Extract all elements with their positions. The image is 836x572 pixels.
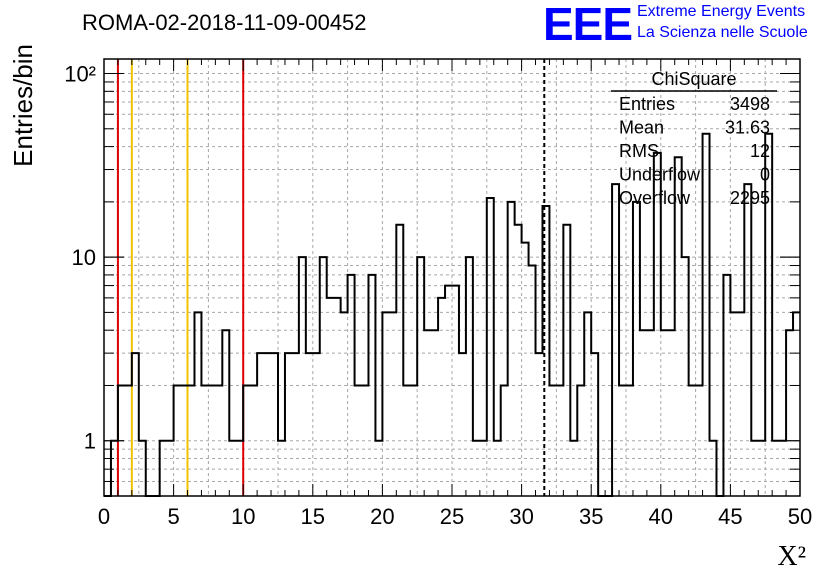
logo-line-1: Extreme Energy Events [637,3,806,20]
x-tick-label: 25 [440,504,464,529]
x-tick-label: 35 [579,504,603,529]
stats-label: Underflow [619,165,701,185]
y-axis-label: Entries/bin [8,44,38,167]
y-tick-label: 10 [72,245,96,270]
stats-box: ChiSquare Entries 3498 Mean 31.63 RMS 12 Underf… [611,69,777,208]
chart-title: ROMA-02-2018-11-09-00452 [82,10,367,35]
histogram-outline [104,132,800,497]
y-tick-label: 1 [84,429,96,454]
x-tick-label: 30 [509,504,533,529]
stats-label: Overflow [619,188,691,208]
stats-label: RMS [619,141,659,161]
stats-label: Mean [619,118,664,138]
x-tick-label: 0 [98,504,110,529]
x-tick-label: 5 [167,504,179,529]
stats-value: 12 [750,141,770,161]
axis-labels: Entries/bin X² [8,44,806,572]
stats-label: Entries [619,94,675,114]
eee-logo: EEE [543,0,633,50]
x-tick-label: 45 [718,504,742,529]
x-axis-label: X² [777,541,806,572]
x-tick-label: 10 [231,504,255,529]
y-tick-label: 10² [64,62,96,87]
x-tick-label: 40 [649,504,673,529]
reference-lines [116,59,546,496]
x-tick-label: 20 [370,504,394,529]
axis-ticks: 0 5 10 15 20 25 30 35 40 45 50 1 10 10² [64,59,812,529]
stats-value: 2295 [730,188,770,208]
histogram-series [104,132,800,497]
grid-lines [104,59,800,496]
stats-value: 3498 [730,94,770,114]
x-tick-label: 15 [301,504,325,529]
x-tick-label: 50 [788,504,812,529]
logo-line-2: La Scienza nelle Scuole [637,24,808,41]
stats-value: 31.63 [725,118,770,138]
stats-value: 0 [760,165,770,185]
stats-header: ChiSquare [651,69,736,89]
